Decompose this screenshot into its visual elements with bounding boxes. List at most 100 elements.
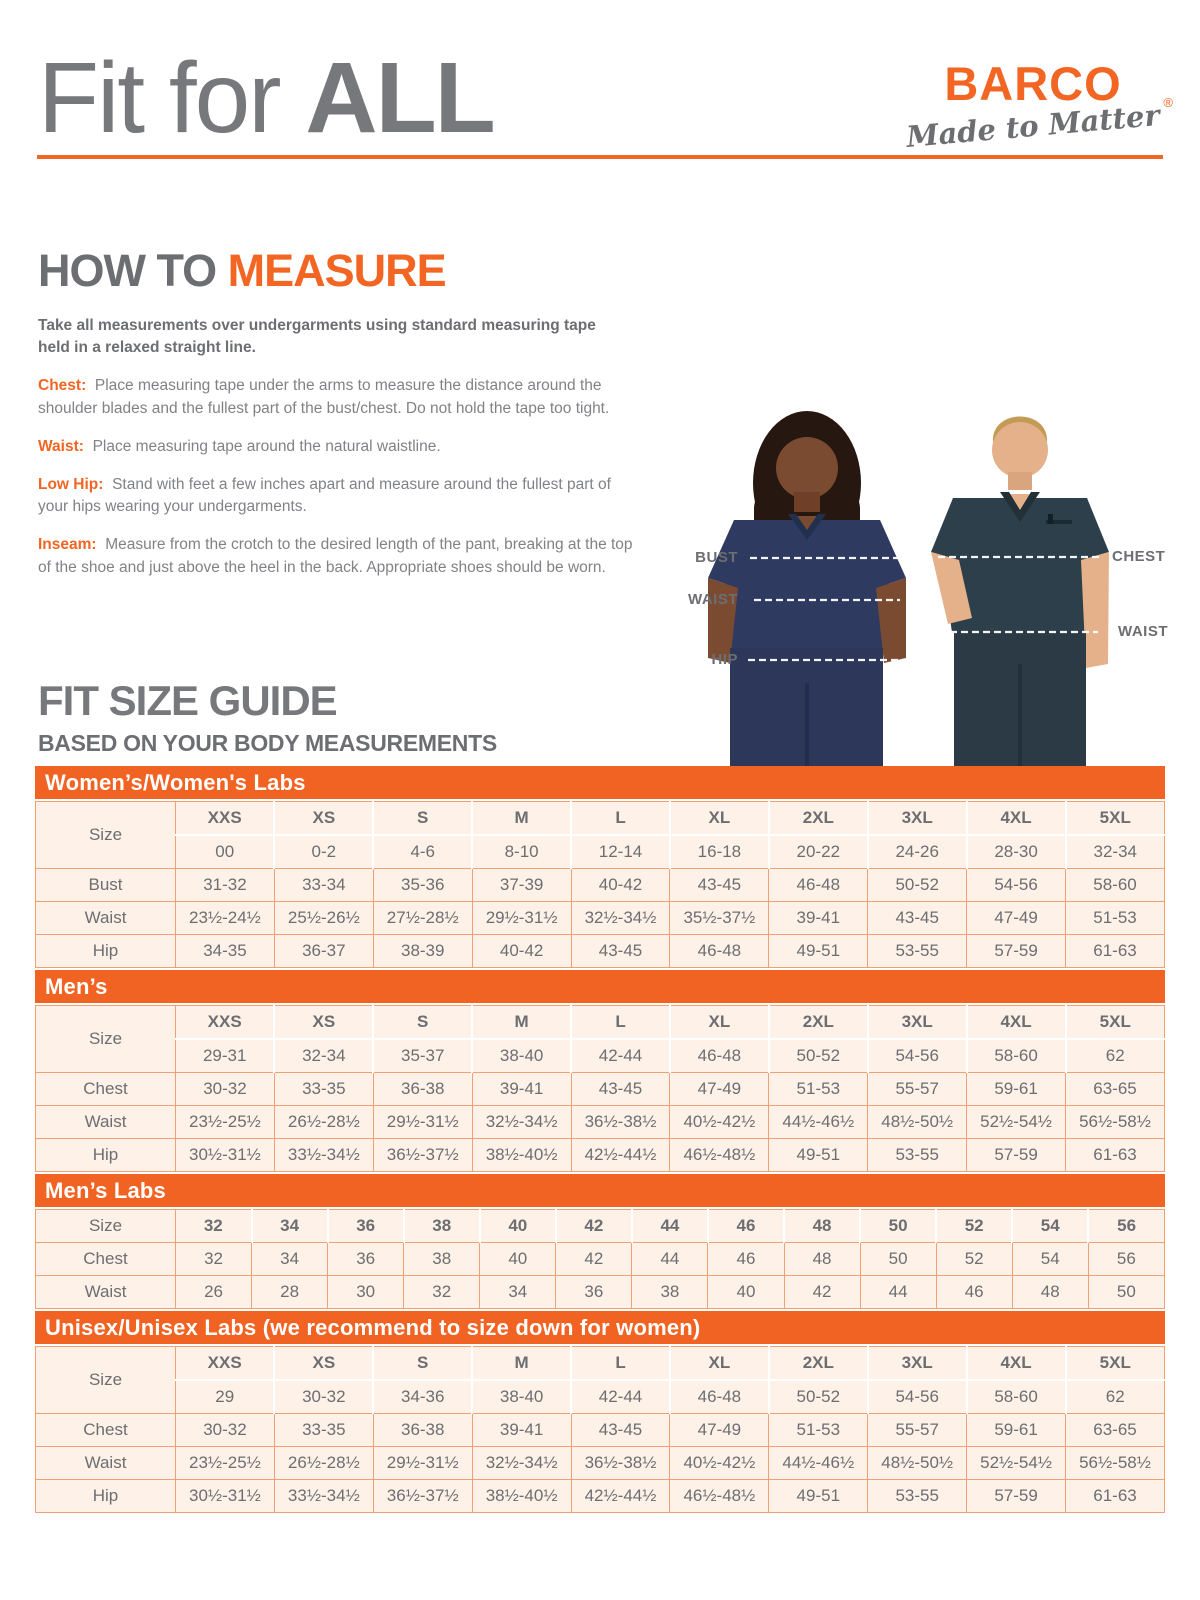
numeric-size-cell: 34-36	[372, 1379, 473, 1414]
value-cell: 36-38	[372, 1072, 473, 1106]
step-label: Inseam:	[38, 536, 97, 554]
value-cell: 43-45	[669, 868, 770, 902]
size-header-cell: 3XL	[866, 1346, 968, 1381]
how-to-measure-section: HOW TO MEASURE Take all measurements ove…	[38, 248, 638, 595]
value-cell: 31-32	[175, 868, 275, 902]
table-title-banner: Unisex/Unisex Labs (we recommend to size…	[35, 1311, 1165, 1344]
value-cell: 25½-26½	[273, 901, 374, 935]
measure-step-chest: Chest: Place measuring tape under the ar…	[38, 375, 633, 420]
numeric-size-cell: 62	[1064, 1038, 1165, 1073]
value-cell: 61-63	[1065, 1479, 1165, 1513]
table-title-banner: Women’s/Women's Labs	[35, 766, 1165, 799]
size-table-section: Men’s Labs Size 32 34 36 38 40 42 44 46 48 50 52 54 56…	[35, 1174, 1166, 1309]
value-cell: 23½-25½	[175, 1105, 275, 1139]
bust-label: BUST	[695, 549, 738, 566]
value-cell: 55-57	[867, 1072, 968, 1106]
size-header-cell: 5XL	[1064, 1005, 1165, 1040]
value-cell: 32½-34½	[570, 901, 671, 935]
header-divider	[37, 155, 1163, 159]
value-cell: 37-39	[471, 868, 572, 902]
value-cell: 57-59	[966, 1479, 1067, 1513]
value-cell: 44	[631, 1242, 709, 1276]
numeric-size-cell: 42-44	[570, 1038, 671, 1073]
models-illustration: BUST WAIST HIP CHEST WAIST	[650, 378, 1168, 766]
step-label: Chest:	[38, 377, 87, 395]
value-cell: 58-60	[1065, 868, 1165, 902]
value-cell: 47-49	[669, 1413, 770, 1447]
numeric-size-row: 29 30-32 34-36 38-40 42-44 46-48 50-52 54-56 58-…	[36, 1379, 1165, 1414]
value-cell: 27½-28½	[372, 901, 473, 935]
size-header-cell: XS	[273, 1005, 374, 1040]
numeric-size-cell: 38-40	[471, 1038, 572, 1073]
step-label: Waist:	[38, 437, 84, 455]
size-header-cell: 34	[250, 1209, 329, 1243]
value-cell: 23½-24½	[175, 901, 275, 935]
step-text: Stand with feet a few inches apart and m…	[38, 475, 611, 516]
step-text: Place measuring tape under the arms to m…	[38, 377, 610, 417]
heading-accent: MEASURE	[227, 245, 447, 296]
row-label-cell: Chest	[35, 1242, 176, 1276]
size-header-cell: XL	[668, 801, 770, 836]
size-header-cell: S	[372, 1346, 473, 1381]
measurement-row: Waist 23½-24½ 25½-26½ 27½-28½ 29½-31½ 32½-34½…	[35, 901, 1165, 935]
chest-label: CHEST	[1112, 548, 1166, 565]
female-model	[708, 411, 906, 766]
numeric-size-cell: 46-48	[668, 1379, 770, 1414]
value-cell: 36½-38½	[570, 1446, 671, 1480]
numeric-size-cell: 0-2	[273, 834, 374, 869]
value-cell: 33-35	[273, 1413, 374, 1447]
value-cell: 26	[174, 1275, 253, 1309]
value-cell: 51-53	[768, 1413, 869, 1447]
brand-logo: BARCO ® Made to Matter	[905, 60, 1173, 154]
size-header-cell: XS	[273, 801, 374, 836]
value-cell: 33-34	[273, 868, 374, 902]
measurement-row: Waist 23½-25½ 26½-28½ 29½-31½ 32½-34½ 36½-38½…	[35, 1446, 1165, 1480]
value-cell: 46	[707, 1242, 785, 1276]
numeric-size-cell: 62	[1064, 1379, 1165, 1414]
size-table: Size XXS XS S M L XL 2XL 3XL 4XL 5XL 29 30-32 34-36 38…	[35, 1346, 1165, 1513]
size-header-row: Size XXS XS S M L XL 2XL 3XL 4XL 5XL	[35, 1346, 1165, 1414]
value-cell: 30-32	[175, 1413, 275, 1447]
value-cell: 38½-40½	[471, 1138, 572, 1172]
size-header-cell: S	[372, 1005, 473, 1040]
value-cell: 43-45	[570, 934, 671, 968]
value-cell: 51-53	[1065, 901, 1165, 935]
value-cell: 48½-50½	[867, 1105, 968, 1139]
size-table: Size XXS XS S M L XL 2XL 3XL 4XL 5XL 29-31 32-34 35-3…	[35, 1005, 1165, 1172]
value-cell: 30½-31½	[175, 1479, 275, 1513]
size-label-cell: Size	[35, 1005, 176, 1073]
page-title-light: Fit for	[38, 42, 306, 154]
size-header-cell: 4XL	[965, 1005, 1067, 1040]
fit-size-guide-subtitle: BASED ON YOUR BODY MEASUREMENTS	[38, 730, 497, 756]
value-cell: 46-48	[669, 934, 770, 968]
size-header-cell: L	[570, 801, 671, 836]
size-header-row: Size XXS XS S M L XL 2XL 3XL 4XL 5XL	[35, 1005, 1165, 1073]
row-label-cell: Bust	[35, 868, 176, 902]
value-cell: 39-41	[471, 1413, 572, 1447]
numeric-size-cell: 42-44	[570, 1379, 671, 1414]
size-header-cell: L	[570, 1005, 671, 1040]
value-cell: 36	[327, 1242, 405, 1276]
size-header-cell: 48	[782, 1209, 861, 1243]
value-cell: 36½-37½	[372, 1138, 473, 1172]
measurement-row: Waist 26 28 30 32 34 36 38 40 42 44 46 48 50	[35, 1275, 1166, 1309]
row-label-cell: Waist	[35, 1446, 176, 1480]
value-cell: 43-45	[867, 901, 968, 935]
measurement-row: Waist 23½-25½ 26½-28½ 29½-31½ 32½-34½ 36½-38½…	[35, 1105, 1165, 1139]
row-label-cell: Hip	[35, 1138, 176, 1172]
value-cell: 59-61	[966, 1072, 1067, 1106]
value-cell: 55-57	[867, 1413, 968, 1447]
measure-step-inseam: Inseam: Measure from the crotch to the d…	[38, 534, 633, 579]
size-table-section: Unisex/Unisex Labs (we recommend to size…	[35, 1311, 1165, 1513]
measurement-row: Hip 34-35 36-37 38-39 40-42 43-45 46-48 49-51 53…	[35, 934, 1165, 968]
value-cell: 36	[555, 1275, 633, 1309]
size-header-cell: 50	[859, 1209, 937, 1243]
table-title-banner: Men’s Labs	[35, 1174, 1165, 1207]
waist-label-male: WAIST	[1118, 623, 1168, 640]
measurement-row: Chest 30-32 33-35 36-38 39-41 43-45 47-49 51-53…	[35, 1072, 1165, 1106]
page-title-bold: ALL	[305, 42, 495, 154]
row-label-cell: Chest	[35, 1413, 176, 1447]
value-cell: 23½-25½	[175, 1446, 275, 1480]
numeric-size-row: 00 0-2 4-6 8-10 12-14 16-18 20-22 24-26 28-30 32-…	[36, 834, 1165, 869]
